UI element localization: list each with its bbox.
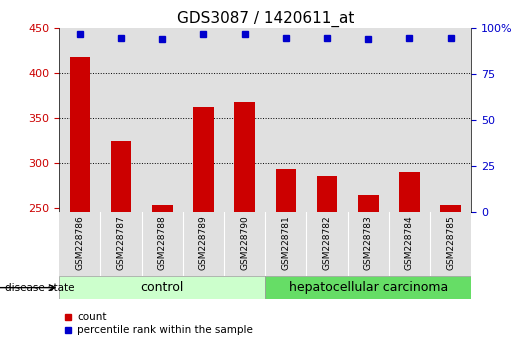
Bar xyxy=(348,212,389,276)
Text: GSM228787: GSM228787 xyxy=(116,216,126,270)
Bar xyxy=(193,107,214,212)
Bar xyxy=(276,169,296,212)
Text: GSM228782: GSM228782 xyxy=(322,216,332,270)
Bar xyxy=(234,102,255,212)
Text: control: control xyxy=(141,281,184,294)
Bar xyxy=(389,212,430,276)
Bar xyxy=(59,212,100,276)
Bar xyxy=(306,28,348,212)
Text: GSM228784: GSM228784 xyxy=(405,216,414,270)
Text: GSM228783: GSM228783 xyxy=(364,216,373,270)
Bar xyxy=(265,28,306,212)
Bar xyxy=(358,195,379,212)
Bar xyxy=(430,28,471,212)
Bar xyxy=(389,28,430,212)
Bar xyxy=(399,172,420,212)
Bar xyxy=(152,205,173,212)
Bar xyxy=(100,28,142,212)
Text: disease state: disease state xyxy=(5,283,75,293)
Bar xyxy=(348,28,389,212)
Text: hepatocellular carcinoma: hepatocellular carcinoma xyxy=(288,281,448,294)
Text: GSM228790: GSM228790 xyxy=(240,216,249,270)
Bar xyxy=(70,57,90,212)
Bar xyxy=(100,212,142,276)
Bar xyxy=(183,212,224,276)
Text: GSM228789: GSM228789 xyxy=(199,216,208,270)
Bar xyxy=(111,141,131,212)
Legend: count, percentile rank within the sample: count, percentile rank within the sample xyxy=(59,308,257,339)
Text: GSM228781: GSM228781 xyxy=(281,216,290,270)
Bar xyxy=(224,212,265,276)
Bar xyxy=(142,212,183,276)
Bar xyxy=(224,28,265,212)
Bar xyxy=(306,212,348,276)
Text: GSM228786: GSM228786 xyxy=(75,216,84,270)
Bar xyxy=(265,276,471,299)
Bar xyxy=(183,28,224,212)
Text: GSM228788: GSM228788 xyxy=(158,216,167,270)
Bar xyxy=(59,28,100,212)
Text: GSM228785: GSM228785 xyxy=(446,216,455,270)
Bar xyxy=(440,205,461,212)
Bar xyxy=(59,276,265,299)
Bar xyxy=(430,212,471,276)
Title: GDS3087 / 1420611_at: GDS3087 / 1420611_at xyxy=(177,11,354,27)
Bar xyxy=(142,28,183,212)
Bar xyxy=(265,212,306,276)
Bar xyxy=(317,177,337,212)
